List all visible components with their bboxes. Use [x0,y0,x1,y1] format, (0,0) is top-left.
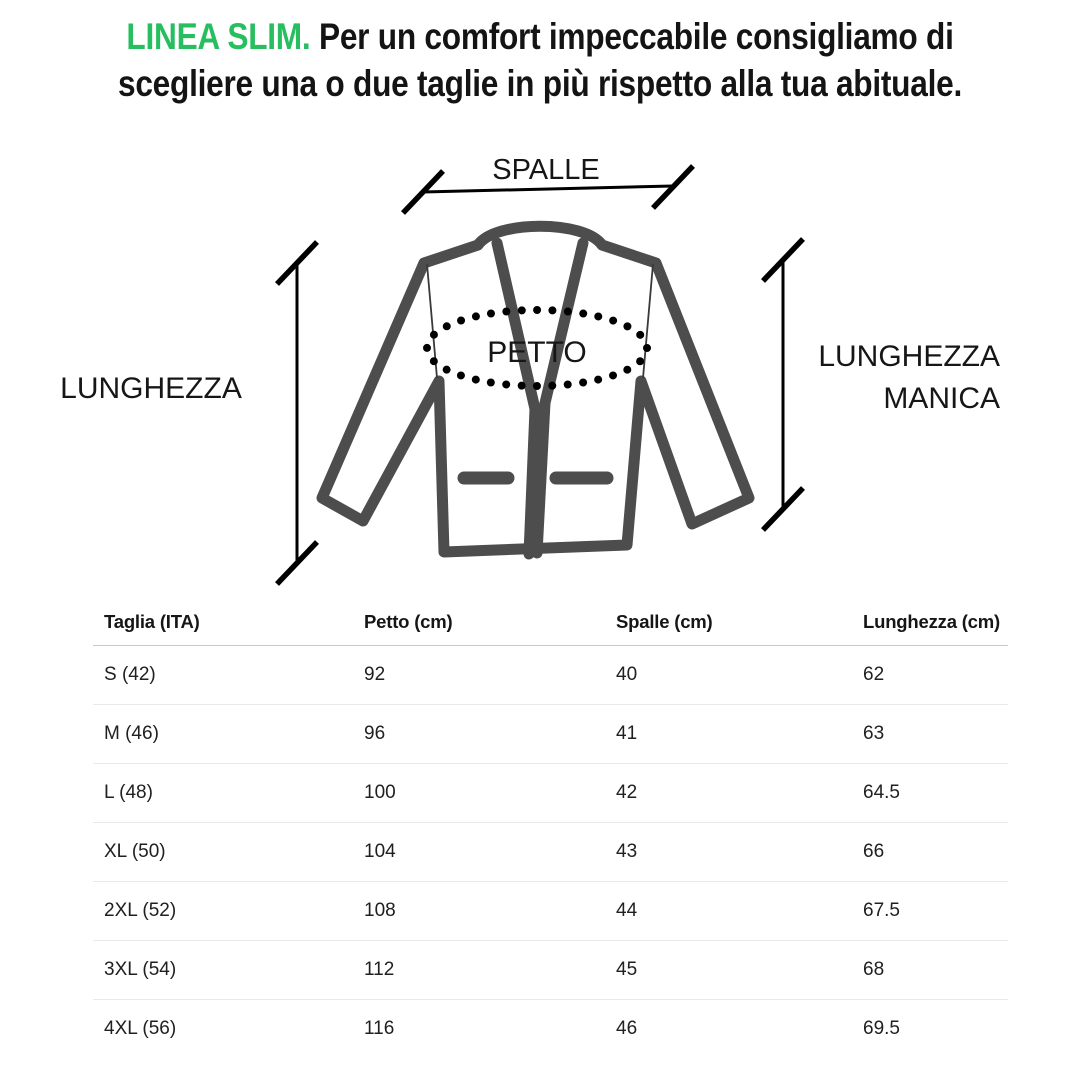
label-petto: PETTO [487,336,586,369]
table-row: 2XL (52) 108 44 67.5 [93,882,1008,941]
sleeve-measure-tick-top [761,237,805,283]
cell-lunghezza: 63 [863,723,885,744]
cell-taglia: L (48) [104,782,153,803]
label-spalle: SPALLE [492,154,599,186]
table-row: 3XL (54) 112 45 68 [93,941,1008,1000]
cell-taglia: XL (50) [104,841,166,862]
col-header-lunghezza: Lunghezza (cm) [863,610,1000,632]
table-row: XL (50) 104 43 66 [93,823,1008,882]
shoulder-measure-line [422,184,674,194]
cell-petto: 100 [364,782,396,803]
measure-lines [275,164,805,586]
cell-spalle: 40 [616,664,638,685]
cell-lunghezza: 67.5 [863,900,900,921]
armhole-seam-right [642,263,654,379]
cell-lunghezza: 62 [863,664,885,685]
table-row: M (46) 96 41 63 [93,705,1008,764]
jacket-right-lapel [531,237,589,559]
cell-petto: 96 [364,723,386,744]
headline: LINEA SLIM. Per un comfort impeccabile c… [78,13,1001,107]
cell-spalle: 44 [616,900,638,921]
cell-petto: 108 [364,900,396,921]
label-lunghezza-manica-line2: MANICA [883,382,1000,415]
label-lunghezza-manica-line1: LUNGHEZZA [818,340,1000,373]
cell-spalle: 45 [616,959,638,980]
shoulder-measure-tick-right [651,164,695,210]
table-row: S (42) 92 40 62 [93,646,1008,705]
table-header-row: Taglia (ITA) Petto (cm) Spalle (cm) Lung… [93,598,1008,646]
headline-line1-rest: Per un comfort impeccabile consigliamo d… [310,16,954,57]
headline-brand: LINEA SLIM. [126,16,311,57]
shoulder-measure-tick-left [401,169,445,215]
cell-petto: 112 [364,959,395,980]
cell-taglia: 3XL (54) [104,959,177,980]
col-header-spalle: Spalle (cm) [616,610,713,632]
cell-spalle: 42 [616,782,638,803]
headline-line1: LINEA SLIM. Per un comfort impeccabile c… [78,13,1001,60]
col-header-petto: Petto (cm) [364,610,453,632]
label-lunghezza: LUNGHEZZA [60,372,242,405]
sleeve-measure-tick-bottom [761,486,805,532]
cell-lunghezza: 69.5 [863,1018,900,1039]
length-measure-tick-bottom [275,540,319,586]
table-row: 4XL (56) 116 46 69.5 [93,1000,1008,1058]
cell-taglia: 2XL (52) [104,900,177,921]
length-measure-tick-top [275,240,319,286]
cell-petto: 116 [364,1018,395,1039]
cell-spalle: 46 [616,1018,638,1039]
jacket-left-lapel [491,237,541,560]
headline-line2: scegliere una o due taglie in più rispet… [118,63,962,104]
cell-lunghezza: 66 [863,841,885,862]
chest-dotted-ellipse [423,306,651,390]
cell-spalle: 43 [616,841,638,862]
cell-spalle: 41 [616,723,638,744]
jacket-outline [316,220,755,560]
cell-taglia: 4XL (56) [104,1018,177,1039]
jacket-body-and-sleeves [316,220,755,558]
cell-lunghezza: 68 [863,959,885,980]
table-row: L (48) 100 42 64.5 [93,764,1008,823]
cell-petto: 92 [364,664,386,685]
cell-taglia: S (42) [104,664,156,685]
cell-lunghezza: 64.5 [863,782,900,803]
cell-petto: 104 [364,841,396,862]
col-header-taglia: Taglia (ITA) [104,610,200,632]
size-table: Taglia (ITA) Petto (cm) Spalle (cm) Lung… [93,598,1008,1058]
cell-taglia: M (46) [104,723,159,744]
